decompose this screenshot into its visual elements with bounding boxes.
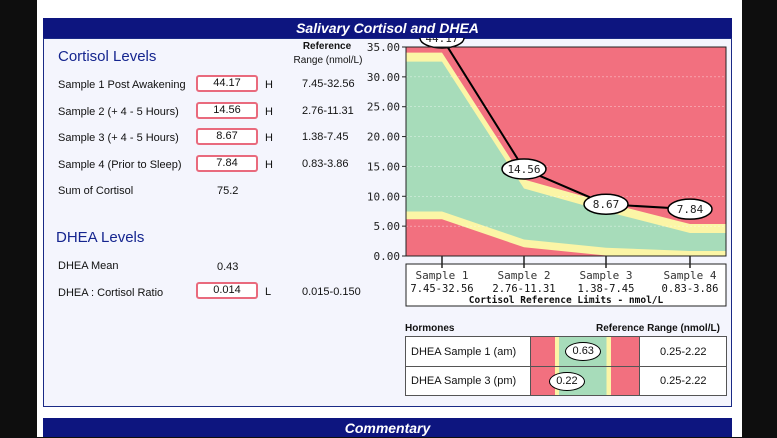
sample-value: 44.17 xyxy=(196,75,258,92)
hormone-range: 0.25-2.22 xyxy=(660,375,707,387)
commentary-bar: Commentary xyxy=(43,418,732,437)
sample-value: 14.56 xyxy=(196,102,258,119)
data-label: 44.17 xyxy=(425,38,458,45)
sample-label: Sample 1 Post Awakening xyxy=(58,79,186,91)
sum-label: Sum of Cortisol xyxy=(58,185,134,197)
x-tick-label: Sample 1 xyxy=(416,269,469,282)
cortisol-chart: 44.17 14.56 8.67 7.84 0.00 5.00 10.00 15.00 20.… xyxy=(367,38,727,307)
sample-range: 2.76-11.31 xyxy=(302,105,354,117)
hormone-row: DHEA Sample 3 (pm) 0.22 0.25-2.22 xyxy=(406,367,726,395)
plot-border xyxy=(405,46,727,257)
range-header-2: Range (nmol/L) xyxy=(293,55,363,66)
cortisol-title: Cortisol Levels xyxy=(58,48,157,65)
hormone-range-bar: 0.22 xyxy=(530,367,640,395)
reference-range-label: 1.38-7.45 xyxy=(578,283,635,295)
sample-value: 8.67 xyxy=(196,128,258,145)
data-point xyxy=(419,38,465,49)
page-title: Salivary Cortisol and DHEA xyxy=(296,20,479,36)
data-label: 8.67 xyxy=(593,198,620,211)
reference-limits-table xyxy=(405,263,727,307)
hormones-column-header: Hormones xyxy=(405,323,455,334)
hormone-row: DHEA Sample 1 (am) 0.63 0.25-2.22 xyxy=(406,337,726,367)
hormone-value-marker: 0.22 xyxy=(548,372,585,391)
dhea-mean-value: 0.43 xyxy=(217,261,239,273)
sample-range: 0.83-3.86 xyxy=(302,158,349,170)
y-tick-label: 30.00 xyxy=(367,71,400,84)
data-point xyxy=(583,193,629,215)
hormone-value-marker: 0.63 xyxy=(565,342,602,361)
y-tick-label: 0.00 xyxy=(374,250,401,263)
ratio-value: 0.014 xyxy=(196,282,258,299)
sample-range: 7.45-32.56 xyxy=(302,78,355,90)
data-point xyxy=(501,158,547,180)
hormones-range-header: Reference Range (nmol/L) xyxy=(596,323,720,334)
sample-label: Sample 3 (+ 4 - 5 Hours) xyxy=(58,132,179,144)
reference-range-label: 7.45-32.56 xyxy=(410,283,473,295)
y-tick-label: 10.00 xyxy=(367,190,400,203)
header-bar: Salivary Cortisol and DHEA xyxy=(43,18,732,38)
dhea-title: DHEA Levels xyxy=(56,229,145,246)
ratio-flag: L xyxy=(265,286,272,298)
hormones-table: DHEA Sample 1 (am) 0.63 0.25-2.22 DHEA S… xyxy=(405,336,727,396)
data-label: 7.84 xyxy=(677,203,704,216)
data-point xyxy=(667,198,713,220)
sample-range: 1.38-7.45 xyxy=(302,131,349,143)
sample-flag: H xyxy=(265,79,273,91)
cortisol-series-line xyxy=(441,38,691,211)
commentary-title: Commentary xyxy=(344,420,431,436)
sample-label: Sample 2 (+ 4 - 5 Hours) xyxy=(58,106,179,118)
x-tick-label: Sample 3 xyxy=(580,269,633,282)
y-tick-label: 35.00 xyxy=(367,41,400,54)
reference-range-label: 2.76-11.31 xyxy=(492,283,555,295)
range-header-1: Reference xyxy=(302,41,352,52)
sample-label: Sample 4 (Prior to Sleep) xyxy=(58,159,182,171)
sample-flag: H xyxy=(265,132,273,144)
x-tick-label: Sample 4 xyxy=(664,269,717,282)
ratio-range: 0.015-0.150 xyxy=(302,286,361,298)
reference-range-label: 0.83-3.86 xyxy=(662,283,719,295)
hormone-label: DHEA Sample 1 (am) xyxy=(411,346,517,358)
hormone-label: DHEA Sample 3 (pm) xyxy=(411,375,517,387)
hormone-range: 0.25-2.22 xyxy=(660,346,707,358)
data-label: 14.56 xyxy=(507,163,540,176)
x-axis-title: Cortisol Reference Limits - nmol/L xyxy=(469,295,664,306)
sample-flag: H xyxy=(265,159,273,171)
sample-value: 7.84 xyxy=(196,155,258,172)
y-tick-label: 15.00 xyxy=(367,160,400,173)
normal-zone xyxy=(406,61,726,252)
y-tick-label: 25.00 xyxy=(367,101,400,114)
sum-value: 75.2 xyxy=(217,185,239,197)
x-tick-label: Sample 2 xyxy=(498,269,551,282)
sample-flag: H xyxy=(265,106,273,118)
y-tick-label: 5.00 xyxy=(374,220,401,233)
y-tick-label: 20.00 xyxy=(367,131,400,144)
ratio-label: DHEA : Cortisol Ratio xyxy=(58,287,164,299)
dhea-mean-label: DHEA Mean xyxy=(58,260,119,272)
hormone-range-bar: 0.63 xyxy=(530,337,640,366)
